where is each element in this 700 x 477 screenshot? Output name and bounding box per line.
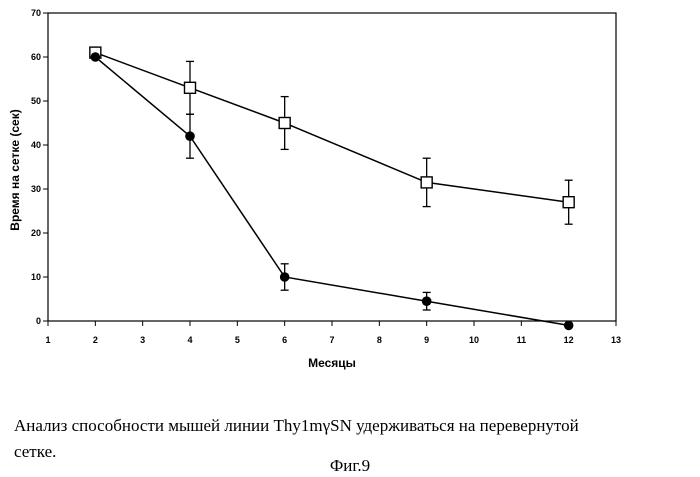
data-point xyxy=(563,197,574,208)
x-tick-label: 7 xyxy=(329,335,334,345)
y-tick-label: 20 xyxy=(31,228,41,238)
plot-frame xyxy=(48,13,616,321)
y-tick-label: 30 xyxy=(31,184,41,194)
caption-line-1: Анализ способности мышей линии Thy1mγSN … xyxy=(14,413,700,439)
x-tick-label: 3 xyxy=(140,335,145,345)
x-tick-label: 5 xyxy=(235,335,240,345)
data-point xyxy=(422,296,432,306)
y-tick-label: 40 xyxy=(31,140,41,150)
x-tick-label: 13 xyxy=(611,335,621,345)
data-point xyxy=(280,272,290,282)
y-axis-title: Время на сетке (сек) xyxy=(8,109,22,230)
data-point xyxy=(185,131,195,141)
y-tick-label: 60 xyxy=(31,52,41,62)
x-tick-label: 12 xyxy=(564,335,574,345)
x-tick-label: 11 xyxy=(517,335,527,345)
x-axis-ticks: 12345678910111213 xyxy=(45,321,621,345)
x-tick-label: 2 xyxy=(93,335,98,345)
figure-label: Фиг.9 xyxy=(0,456,700,476)
x-tick-label: 6 xyxy=(282,335,287,345)
data-point xyxy=(564,321,574,331)
data-point xyxy=(421,177,432,188)
series-line xyxy=(95,57,568,325)
data-point xyxy=(279,118,290,129)
x-tick-label: 10 xyxy=(469,335,479,345)
x-axis-title: Месяцы xyxy=(308,356,356,370)
data-point xyxy=(185,82,196,93)
x-tick-label: 8 xyxy=(377,335,382,345)
x-tick-label: 4 xyxy=(187,335,192,345)
y-tick-label: 10 xyxy=(31,272,41,282)
x-tick-label: 1 xyxy=(45,335,50,345)
series-layer xyxy=(90,47,574,330)
y-tick-label: 70 xyxy=(31,8,41,18)
y-axis-ticks: 0 10 20 30 40 50 60 70 xyxy=(31,8,48,326)
series-circles xyxy=(91,52,574,330)
x-tick-label: 9 xyxy=(424,335,429,345)
y-tick-label: 50 xyxy=(31,96,41,106)
chart: 010203040506070 12345678910111213 Месяцы… xyxy=(0,0,700,380)
series-squares xyxy=(90,47,574,224)
series-line xyxy=(95,53,568,203)
y-tick-label: 0 xyxy=(36,316,41,326)
data-point xyxy=(91,52,101,62)
